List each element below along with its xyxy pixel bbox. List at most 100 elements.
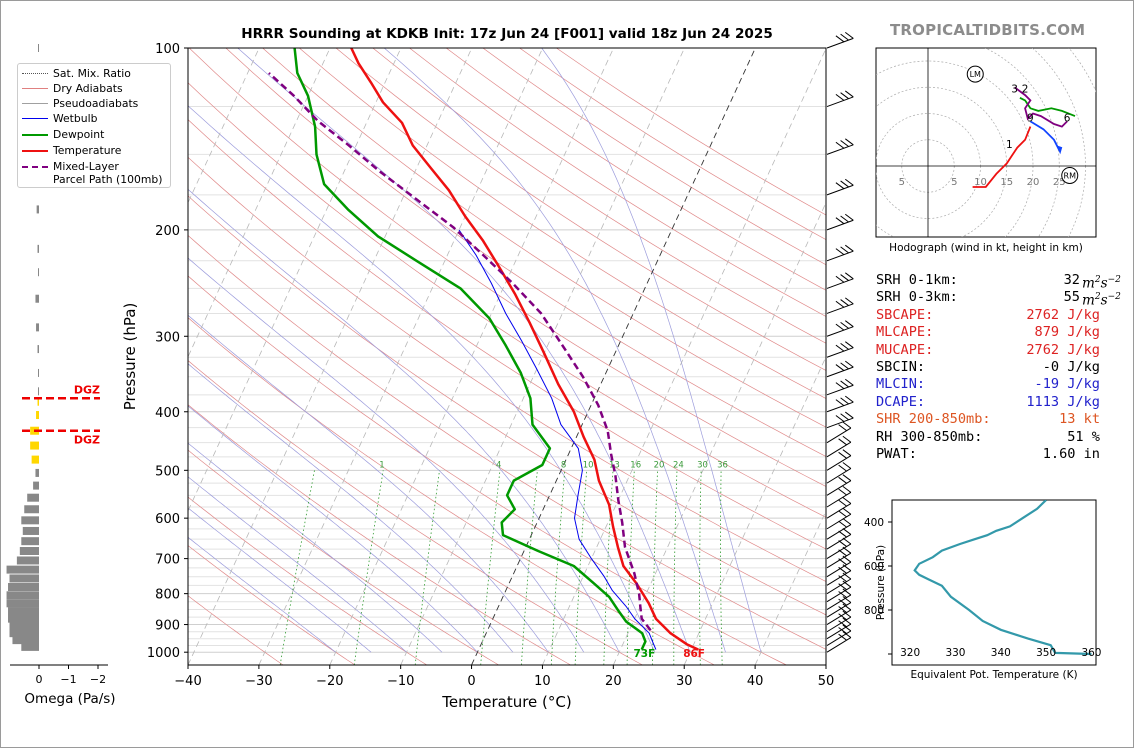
- barb-flag: [845, 138, 854, 146]
- theta-e-x-tick-label: 320: [900, 647, 920, 659]
- moist-adiabat: [188, 442, 443, 653]
- barb-flag: [842, 631, 852, 638]
- barb-flag: [835, 141, 845, 149]
- hodograph-height-label: 2: [1022, 84, 1029, 96]
- omega-bar: [21, 537, 39, 546]
- omega-bar: [6, 591, 40, 600]
- wind-barb: [826, 555, 852, 578]
- theta-e-y-tick-label: 600: [864, 561, 884, 573]
- dry-adiabat: [225, 48, 826, 457]
- wind-barb: [826, 31, 854, 49]
- dry-adiabat: [188, 496, 428, 665]
- series-temperature: [350, 48, 699, 651]
- index-label: SRH 0-1km:: [876, 272, 958, 288]
- barb-flag: [835, 217, 845, 225]
- barb-flag: [840, 140, 849, 147]
- index-value: -19 J/kg: [1034, 376, 1100, 393]
- x-tick-label: 20: [605, 674, 622, 689]
- wind-barb: [826, 507, 852, 530]
- barb-flag: [835, 364, 845, 371]
- hodograph-ring-label: 5: [951, 177, 957, 188]
- omega-bar: [37, 345, 39, 354]
- surface-dewpoint-label: 73F: [633, 648, 655, 660]
- moist-adiabat: [188, 507, 372, 653]
- hodograph-height-label: 9: [1027, 112, 1034, 124]
- mixing-ratio-line: [673, 470, 678, 665]
- barb-flag: [838, 575, 847, 583]
- barb-flag: [838, 598, 847, 606]
- wind-barb: [826, 297, 854, 314]
- theta-e-x-axis-label: Equivalent Pot. Temperature (K): [910, 669, 1077, 681]
- wind-barb: [826, 213, 854, 231]
- barb-flag: [840, 299, 849, 306]
- barb-flag: [840, 215, 849, 223]
- mixing-ratio-label: 36: [717, 460, 728, 470]
- barb-staff: [826, 637, 852, 653]
- index-row: MLCIN: -19 J/kg: [876, 376, 1116, 393]
- omega-bar: [21, 642, 39, 651]
- legend-label: Dewpoint: [53, 128, 105, 141]
- y-tick-label: 100: [155, 42, 180, 57]
- wind-barb: [826, 462, 852, 484]
- dry-adiabat: [188, 119, 826, 550]
- omega-bar: [6, 599, 40, 608]
- barb-flag: [838, 583, 847, 591]
- wind-barb: [826, 272, 854, 289]
- barb-flag: [838, 591, 847, 598]
- barb-staff: [826, 594, 852, 610]
- x-tick-label: 40: [747, 674, 764, 689]
- barb-staff: [826, 303, 854, 314]
- omega-bar: [8, 607, 39, 616]
- barb-flag: [842, 497, 852, 504]
- legend-label: Temperature: [53, 144, 122, 157]
- y-tick-label: 600: [155, 512, 180, 527]
- index-label: MUCAPE:: [876, 341, 934, 358]
- omega-bar: [38, 268, 39, 277]
- index-value: 55: [1063, 289, 1080, 306]
- legend-label: Dry Adiabats: [53, 82, 123, 95]
- isotherm: [188, 48, 473, 665]
- hodograph-segment: [1029, 120, 1061, 151]
- series-mixed-layer-parcel-path-100mb: [268, 72, 652, 632]
- mixing-ratio-label: 16: [630, 460, 641, 470]
- x-axis-label: Temperature (°C): [441, 693, 571, 711]
- barb-staff: [826, 278, 854, 289]
- hodograph-segment: [972, 126, 1032, 188]
- dgz-label: DGZ: [74, 434, 100, 447]
- index-row: SRH 0-3km: 55 m2s−2: [876, 289, 1121, 309]
- dgz-label: DGZ: [74, 383, 100, 396]
- index-label: SBCAPE:: [876, 306, 934, 323]
- barb-staff: [826, 366, 854, 378]
- barb-flag: [838, 613, 847, 621]
- isotherm: [329, 48, 614, 665]
- wind-barb: [826, 449, 852, 471]
- barb-flag: [842, 596, 852, 603]
- barb-flag: [838, 620, 847, 628]
- legend-label: Sat. Mix. Ratio: [53, 67, 131, 80]
- barb-staff: [826, 347, 854, 358]
- dry-adiabat: [409, 48, 826, 317]
- hodograph-caption: Hodograph (wind in kt, height in km): [889, 242, 1083, 254]
- series-wetbulb: [458, 229, 657, 650]
- omega-bar: [8, 583, 39, 592]
- barb-flag: [845, 411, 854, 419]
- x-tick-label: 50: [818, 674, 835, 689]
- dry-adiabat: [262, 48, 826, 428]
- barb-staff: [826, 468, 852, 484]
- barb-flag: [845, 395, 854, 403]
- mixing-ratio-line: [699, 470, 702, 665]
- barb-flag: [838, 633, 847, 641]
- wind-barb: [826, 564, 852, 586]
- legend-label: Wetbulb: [53, 112, 98, 125]
- wind-barb: [826, 572, 852, 595]
- barb-staff: [826, 480, 852, 496]
- barb-flag: [835, 248, 845, 256]
- index-row: PWAT: 1.60 in: [876, 446, 1116, 463]
- wind-barb: [826, 411, 854, 429]
- moist-adiabat: [188, 105, 656, 653]
- surface-temp-label: 86F: [683, 648, 705, 660]
- moist-adiabat: [237, 48, 691, 653]
- y-tick-label: 500: [155, 464, 180, 479]
- omega-bar: [16, 556, 39, 565]
- y-tick-label: 800: [155, 588, 180, 603]
